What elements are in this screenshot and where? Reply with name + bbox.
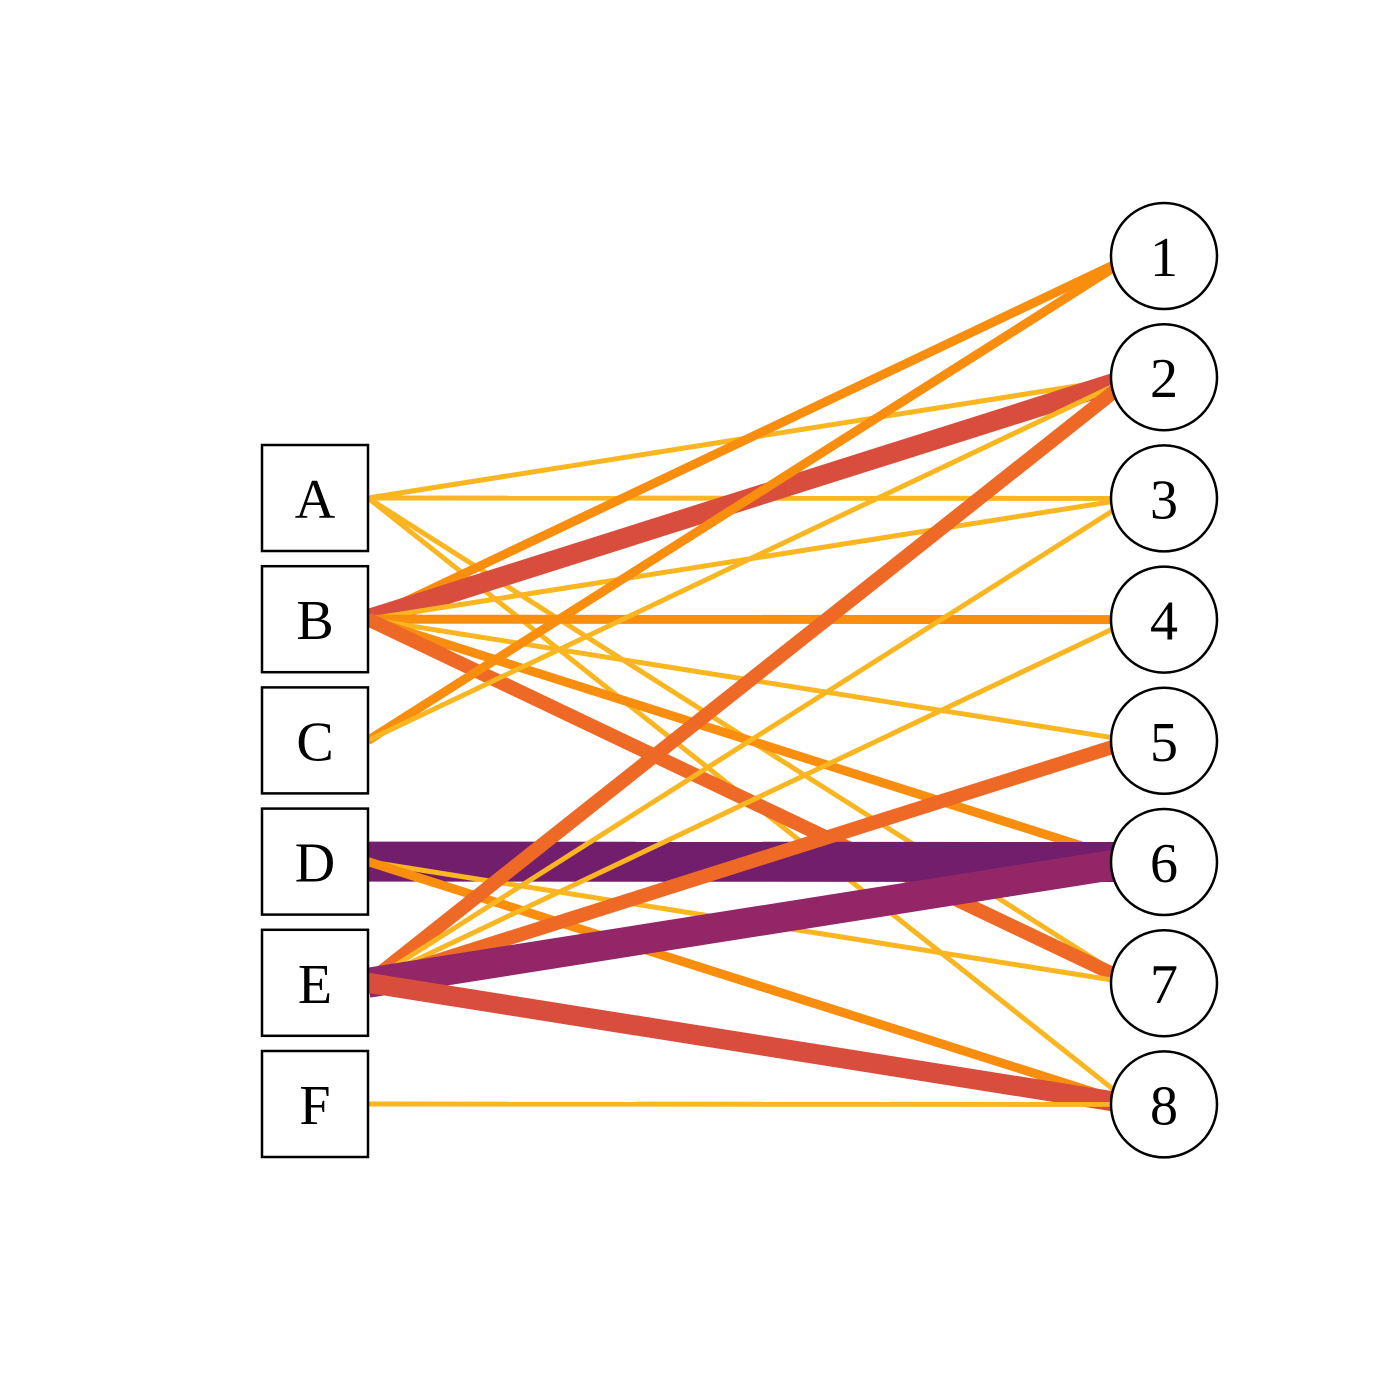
node-e: E (260, 928, 370, 1038)
node-label: E (298, 954, 332, 1016)
edge-c-2 (366, 374, 1134, 743)
node-circle (1109, 807, 1219, 917)
node-6: 6 (1109, 807, 1219, 917)
node-5: 5 (1109, 686, 1219, 796)
edge-e-6 (365, 847, 1135, 998)
node-circle (1109, 928, 1219, 1038)
node-1: 1 (1109, 201, 1219, 311)
edge-layer (363, 251, 1137, 1115)
node-label: 3 (1150, 469, 1178, 531)
edge-e-8 (366, 972, 1134, 1115)
node-circle (1109, 686, 1219, 796)
node-2: 2 (1109, 322, 1219, 432)
node-label: 5 (1150, 712, 1178, 774)
node-d: D (260, 807, 370, 916)
edge-e-4 (366, 617, 1134, 986)
node-label: F (299, 1075, 330, 1137)
node-b: B (260, 564, 370, 674)
node-box (260, 686, 370, 795)
node-circle (1109, 201, 1219, 311)
node-3: 3 (1109, 444, 1219, 553)
node-7: 7 (1109, 928, 1219, 1038)
node-label: A (295, 469, 336, 531)
node-circle (1109, 1050, 1219, 1159)
node-c: C (260, 686, 370, 795)
node-a: A (260, 443, 370, 553)
node-circle (1109, 444, 1219, 553)
node-circle (1109, 565, 1219, 674)
node-label: 1 (1150, 227, 1178, 289)
edge-b-1 (366, 251, 1135, 624)
edge-e-3 (366, 496, 1134, 985)
node-label: 2 (1150, 348, 1178, 410)
node-label: D (295, 833, 335, 895)
node-circle (1109, 322, 1219, 432)
edge-c-1 (365, 252, 1135, 745)
node-box (260, 564, 370, 674)
node-box (260, 443, 370, 553)
node-box (260, 928, 370, 1038)
node-f: F (260, 1049, 370, 1159)
node-label: 4 (1150, 591, 1178, 653)
edge-e-2 (363, 371, 1137, 989)
node-8: 8 (1109, 1050, 1219, 1159)
node-label: C (296, 711, 333, 773)
node-label: 6 (1150, 833, 1178, 895)
node-4: 4 (1109, 565, 1219, 674)
node-box (260, 807, 370, 916)
node-label: B (296, 590, 333, 652)
edge-e-5 (365, 734, 1135, 990)
node-box (260, 1049, 370, 1159)
node-label: 8 (1150, 1075, 1178, 1137)
node-label: 7 (1150, 954, 1178, 1016)
